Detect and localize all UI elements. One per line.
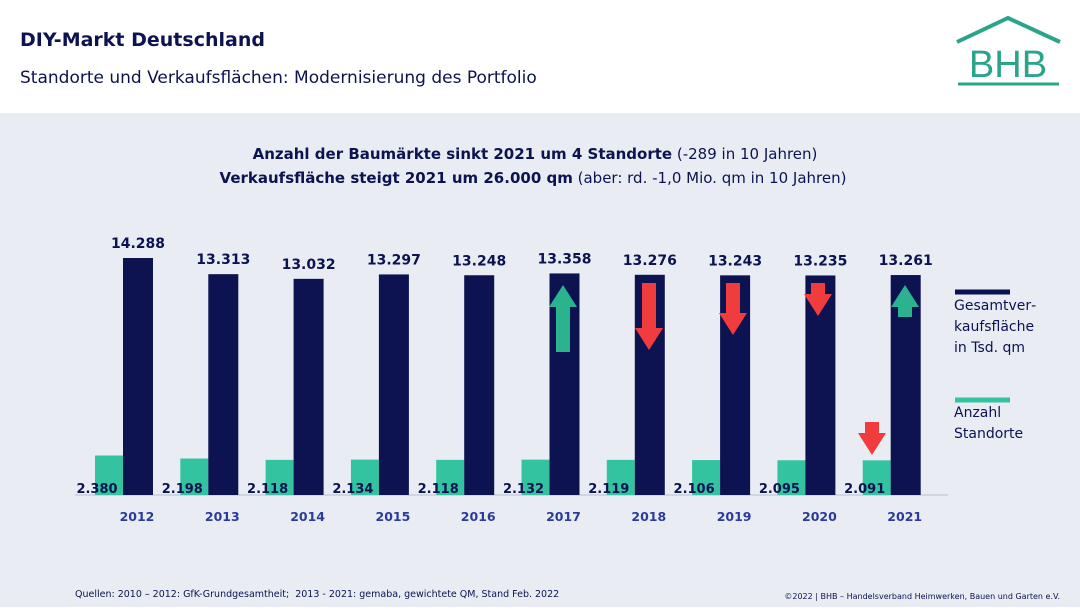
trend-arrow bbox=[549, 285, 577, 352]
bar bbox=[208, 274, 239, 495]
bar bbox=[180, 458, 209, 495]
legend-entry: Anzahl Standorte bbox=[954, 405, 1024, 442]
value-label: 2.380 bbox=[76, 482, 117, 497]
x-tick-label: 2015 bbox=[376, 509, 411, 524]
bar bbox=[123, 258, 153, 495]
bar bbox=[862, 460, 891, 495]
headline-normal: (-289 in 10 Jahren) bbox=[672, 145, 817, 163]
value-label: 14.288 bbox=[111, 236, 165, 252]
legend-label: Anzahl Standorte bbox=[954, 405, 1024, 442]
value-label: 2.198 bbox=[162, 482, 203, 497]
x-tick-label: 2018 bbox=[631, 509, 666, 524]
value-label: 2.134 bbox=[332, 482, 373, 497]
bar bbox=[378, 274, 409, 495]
value-label: 2.091 bbox=[844, 482, 885, 497]
chart-headline: Verkaufsfläche steigt 2021 um 26.000 qm … bbox=[220, 169, 847, 187]
value-label: 13.313 bbox=[196, 252, 250, 268]
bar bbox=[436, 459, 465, 495]
bar bbox=[464, 275, 495, 495]
x-tick-label: 2014 bbox=[290, 509, 325, 524]
value-label: 13.261 bbox=[879, 253, 933, 269]
legend: Anzahl Standorte Gesamtver­kaufsfläche in… bbox=[954, 289, 1037, 442]
x-tick-label: 2019 bbox=[717, 509, 752, 524]
footer-source: Quellen: 2010 – 2012: GfK-Grundgesamthei… bbox=[75, 589, 559, 600]
value-label: 2.132 bbox=[503, 482, 544, 497]
trend-arrow bbox=[635, 283, 663, 350]
x-tick-label: 2013 bbox=[205, 509, 240, 524]
value-label: 13.235 bbox=[793, 253, 847, 269]
x-tick-label: 2016 bbox=[461, 509, 496, 524]
value-label: 2.118 bbox=[418, 482, 459, 497]
trend-arrow bbox=[719, 283, 747, 335]
header-bg bbox=[0, 0, 1080, 113]
bar bbox=[692, 460, 721, 495]
value-label: 2.106 bbox=[674, 482, 715, 497]
x-tick-label: 2017 bbox=[546, 509, 581, 524]
value-label: 13.243 bbox=[708, 253, 762, 269]
logo-roof bbox=[956, 15, 1061, 44]
value-label: 2.119 bbox=[588, 482, 629, 497]
value-label: 13.032 bbox=[282, 257, 336, 273]
x-tick-label: 2021 bbox=[887, 509, 922, 524]
value-label: 13.358 bbox=[537, 251, 591, 267]
slide-title: DIY-Markt Deutschland bbox=[20, 29, 265, 51]
x-tick-label: 2012 bbox=[120, 509, 155, 524]
value-label: 13.297 bbox=[367, 252, 421, 268]
value-label: 13.276 bbox=[623, 253, 677, 269]
bar bbox=[293, 278, 324, 495]
arrows bbox=[549, 283, 919, 455]
headline-bold: Verkaufsfläche steigt 2021 um 26.000 qm bbox=[220, 169, 573, 187]
trend-arrow bbox=[858, 422, 886, 455]
trend-arrow bbox=[804, 283, 832, 316]
legend-entry: Gesamtver­kaufsfläche in Tsd. qm bbox=[954, 298, 1037, 356]
value-label: 2.118 bbox=[247, 482, 288, 497]
logo-text: BHB bbox=[969, 44, 1047, 86]
bar bbox=[606, 459, 635, 495]
bar bbox=[777, 460, 806, 495]
x-tick-label: 2020 bbox=[802, 509, 837, 524]
trend-arrow bbox=[891, 285, 919, 317]
bar bbox=[521, 459, 550, 495]
headline-bold: Anzahl der Baumärkte sinkt 2021 um 4 Sta… bbox=[253, 145, 672, 163]
logo: BHB bbox=[956, 15, 1061, 86]
headline-normal: (aber: rd. -1,0 Mio. qm in 10 Jahren) bbox=[573, 169, 847, 187]
slide-subtitle: Standorte und Verkaufsflächen: Modernisi… bbox=[20, 68, 537, 88]
chart-headline: Anzahl der Baumärkte sinkt 2021 um 4 Sta… bbox=[253, 145, 818, 163]
legend-label: Gesamtver­kaufsfläche in Tsd. qm bbox=[954, 298, 1037, 356]
value-label: 13.248 bbox=[452, 253, 506, 269]
bar bbox=[265, 459, 294, 495]
bar bbox=[350, 459, 379, 495]
bar bbox=[95, 455, 123, 495]
value-label: 2.095 bbox=[759, 482, 800, 497]
footer-copyright: ©2022 | BHB – Handelsverband Heimwerken,… bbox=[784, 592, 1060, 601]
bars: 2012 14.288 2.380 2013 13.313 2.198 2014 13.032… bbox=[76, 236, 932, 524]
